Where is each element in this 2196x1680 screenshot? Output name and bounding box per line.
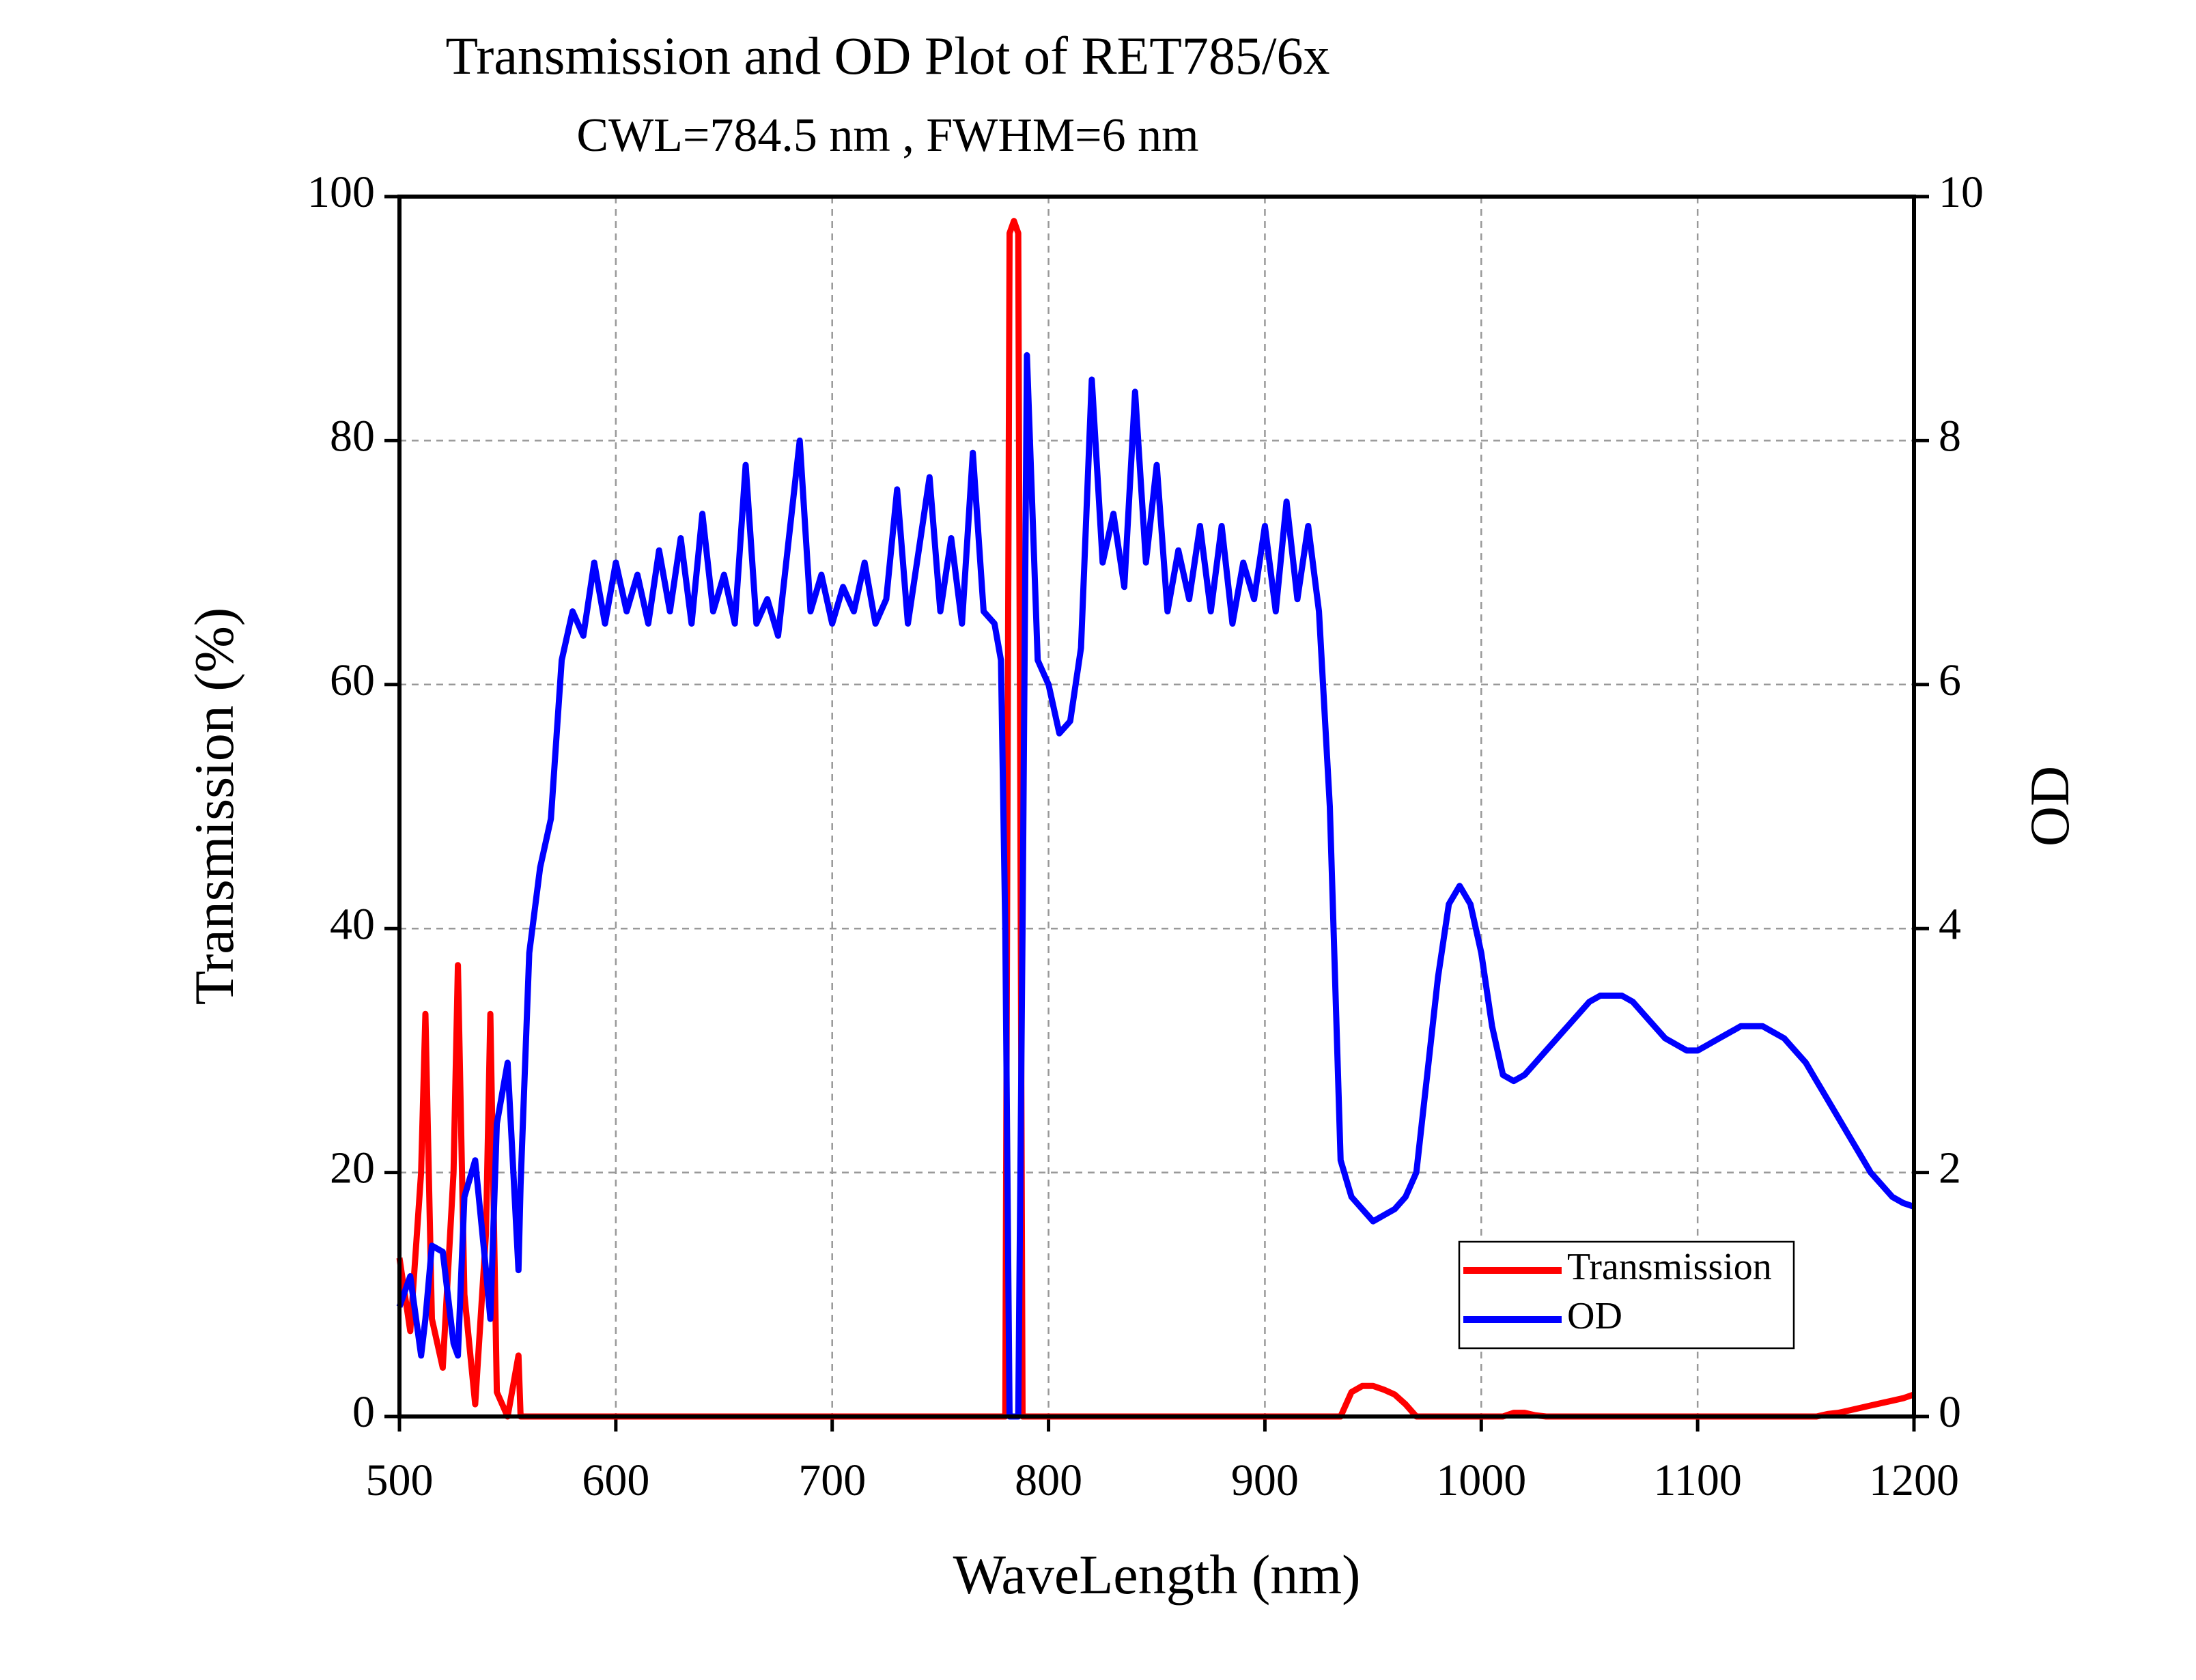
legend-box: [1458, 1240, 1795, 1350]
legend-label: OD: [1567, 1295, 1622, 1337]
y-tick-label: 100: [307, 167, 375, 217]
x-tick-label: 1200: [1869, 1455, 1959, 1505]
y-tick-label: 60: [330, 655, 375, 705]
x-tick-label: 800: [1015, 1455, 1082, 1505]
y2-axis-label: OD: [2018, 766, 2081, 846]
y-tick-label: 40: [330, 899, 375, 949]
x-axis-label: WaveLength (nm): [953, 1543, 1361, 1606]
chart-subtitle: CWL=784.5 nm , FWHM=6 nm: [576, 109, 1198, 162]
y-tick-label: 20: [330, 1143, 375, 1193]
y-axis-label: Transmission (%): [183, 608, 245, 1005]
legend-label: Transmission: [1567, 1246, 1772, 1288]
x-tick-label: 600: [582, 1455, 649, 1505]
x-tick-label: 1000: [1436, 1455, 1526, 1505]
y2-tick-label: 0: [1939, 1387, 1961, 1437]
y2-tick-label: 2: [1939, 1143, 1961, 1193]
x-tick-label: 900: [1231, 1455, 1299, 1505]
plot-frame: [397, 195, 1916, 1419]
y-tick-label: 80: [330, 412, 375, 461]
x-tick-label: 1100: [1653, 1455, 1742, 1505]
y2-tick-label: 4: [1939, 899, 1961, 949]
chart-title: Transmission and OD Plot of RET785/6x: [445, 26, 1329, 85]
y2-tick-label: 6: [1939, 655, 1961, 705]
series-line: [396, 352, 1915, 1420]
y2-tick-label: 10: [1939, 167, 1984, 217]
y-tick-label: 0: [352, 1387, 375, 1437]
x-tick-label: 500: [366, 1455, 434, 1505]
x-tick-label: 700: [798, 1455, 866, 1505]
y2-tick-label: 8: [1939, 412, 1961, 461]
